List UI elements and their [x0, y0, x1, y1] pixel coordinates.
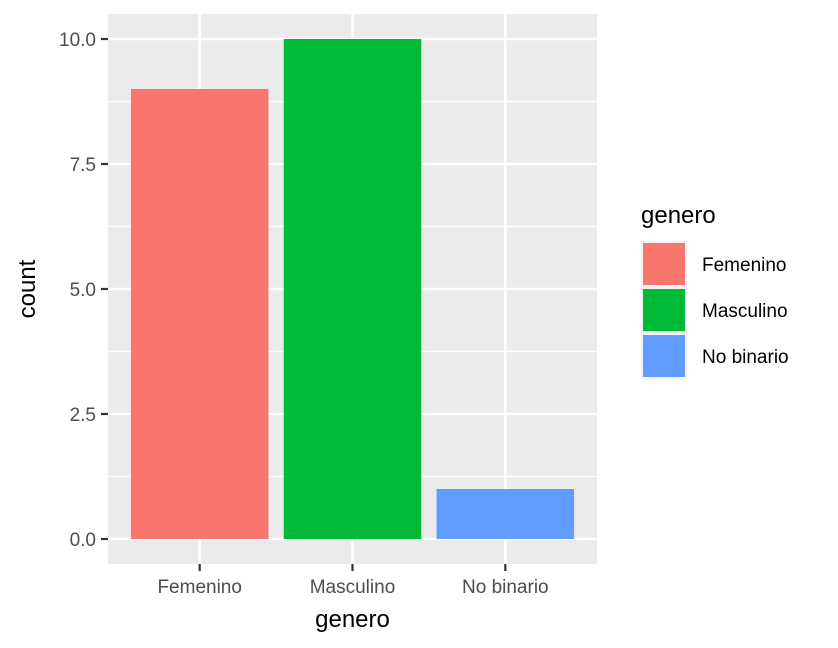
legend-title: genero [641, 202, 716, 229]
bar-no-binario [436, 489, 575, 539]
y-tick-label: 0.0 [70, 530, 96, 551]
y-axis-title: count [14, 259, 41, 318]
x-axis: Femenino Masculino No binario [157, 564, 549, 598]
x-tick-label: Masculino [310, 577, 396, 598]
bar-femenino [130, 89, 269, 539]
y-tick-label: 5.0 [70, 280, 96, 301]
legend-swatch [643, 289, 685, 331]
x-tick-label: Femenino [157, 577, 242, 598]
legend-swatch [643, 335, 685, 377]
legend-label: Masculino [702, 301, 788, 322]
y-axis: 0.0 2.5 5.0 7.5 10.0 [59, 30, 108, 551]
bars [130, 39, 575, 539]
legend-label: No binario [702, 347, 789, 368]
x-axis-title: genero [315, 606, 390, 633]
bar-masculino [283, 39, 422, 539]
legend-label: Femenino [702, 255, 787, 276]
y-tick-label: 2.5 [70, 405, 96, 426]
legend-swatch [643, 243, 685, 285]
legend: genero Femenino Masculino No binario [641, 202, 789, 379]
y-tick-label: 7.5 [70, 155, 96, 176]
y-tick-label: 10.0 [59, 30, 96, 51]
x-tick-label: No binario [462, 577, 549, 598]
